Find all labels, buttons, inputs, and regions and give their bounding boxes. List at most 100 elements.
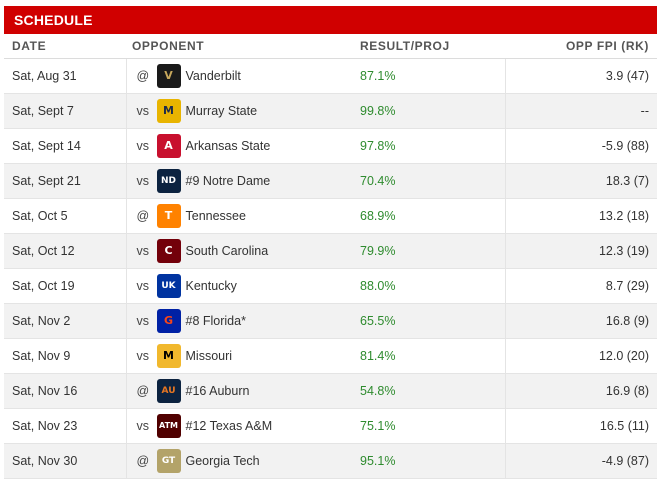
home-away-indicator: vs xyxy=(136,348,150,363)
opponent-wrap: @ V Vanderbilt xyxy=(137,63,361,88)
game-date: Sat, Nov 23 xyxy=(4,408,127,444)
result-projection: 70.4% xyxy=(360,163,505,199)
opponent-fpi: 12.3 (19) xyxy=(504,233,657,269)
game-date: Sat, Sept 14 xyxy=(4,128,127,164)
home-away-indicator: vs xyxy=(136,173,150,188)
opponent-wrap: vs UK Kentucky xyxy=(136,273,361,298)
table-row[interactable]: Sat, Nov 16 @ AU #16 Auburn 54.8% 16.9 (8) xyxy=(4,373,657,409)
result-projection: 88.0% xyxy=(360,268,505,304)
table-row[interactable]: Sat, Aug 31 @ V Vanderbilt 87.1% 3.9 (47) xyxy=(4,58,657,94)
opponent-wrap: vs G #8 Florida* xyxy=(136,308,361,333)
result-projection: 54.8% xyxy=(360,373,505,409)
column-header-result: RESULT/PROJ xyxy=(360,34,505,59)
game-date: Sat, Nov 2 xyxy=(4,303,127,339)
georgia-tech-logo-icon[interactable]: GT xyxy=(156,448,181,473)
game-date: Sat, Nov 30 xyxy=(4,443,127,479)
result-projection: 68.9% xyxy=(360,198,505,234)
arkansas-state-logo-icon[interactable]: A xyxy=(156,133,181,158)
opponent-link[interactable]: South Carolina xyxy=(185,243,269,258)
result-projection: 99.8% xyxy=(360,93,505,129)
result-projection: 75.1% xyxy=(360,408,505,444)
opponent-cell: vs G #8 Florida* xyxy=(126,303,361,339)
game-date: Sat, Nov 9 xyxy=(4,338,127,374)
table-row[interactable]: Sat, Nov 2 vs G #8 Florida* 65.5% 16.8 (9) xyxy=(4,303,657,339)
opponent-cell: vs A Arkansas State xyxy=(126,128,361,164)
opponent-wrap: vs M Murray State xyxy=(136,98,361,123)
opponent-cell: @ AU #16 Auburn xyxy=(126,373,361,409)
home-away-indicator: vs xyxy=(136,278,150,293)
table-row[interactable]: Sat, Oct 5 @ T Tennessee 68.9% 13.2 (18) xyxy=(4,198,657,234)
opponent-cell: vs M Murray State xyxy=(126,93,361,129)
result-projection: 81.4% xyxy=(360,338,505,374)
table-row[interactable]: Sat, Oct 12 vs C South Carolina 79.9% 12.3 (1… xyxy=(4,233,657,269)
opponent-wrap: vs C South Carolina xyxy=(136,238,361,263)
home-away-indicator: @ xyxy=(136,208,150,223)
result-projection: 79.9% xyxy=(360,233,505,269)
south-carolina-logo-icon[interactable]: C xyxy=(156,238,181,263)
table-row[interactable]: Sat, Sept 21 vs ND #9 Notre Dame 70.4% 18.3 (… xyxy=(4,163,657,199)
vanderbilt-logo-icon[interactable]: V xyxy=(156,63,181,88)
opponent-wrap: vs A Arkansas State xyxy=(136,133,361,158)
result-projection: 87.1% xyxy=(360,58,505,94)
result-projection: 95.1% xyxy=(360,443,505,479)
kentucky-logo-icon[interactable]: UK xyxy=(156,273,181,298)
table-row[interactable]: Sat, Sept 14 vs A Arkansas State 97.8% -5.9 (… xyxy=(4,128,657,164)
opponent-link[interactable]: #9 Notre Dame xyxy=(185,173,271,188)
opponent-link[interactable]: Murray State xyxy=(185,103,258,118)
tennessee-logo-icon[interactable]: T xyxy=(156,203,181,228)
opponent-link[interactable]: #8 Florida* xyxy=(185,313,246,328)
opponent-link[interactable]: Vanderbilt xyxy=(185,68,241,83)
opponent-link[interactable]: Georgia Tech xyxy=(185,453,260,468)
table-row[interactable]: Sat, Nov 23 vs ATM #12 Texas A&M 75.1% 16.5 (… xyxy=(4,408,657,444)
column-header-opponent: OPPONENT xyxy=(126,34,360,59)
opponent-cell: vs UK Kentucky xyxy=(126,268,361,304)
table-row[interactable]: Sat, Sept 7 vs M Murray State 99.8% -- xyxy=(4,93,657,129)
notre-dame-logo-icon[interactable]: ND xyxy=(156,168,181,193)
column-header-opp-fpi: OPP FPI (RK) xyxy=(505,34,657,59)
texas-am-logo-icon[interactable]: ATM xyxy=(156,413,181,438)
opponent-wrap: @ T Tennessee xyxy=(136,203,361,228)
opponent-fpi: 16.9 (8) xyxy=(504,373,657,409)
opponent-cell: vs ATM #12 Texas A&M xyxy=(126,408,360,444)
result-projection: 65.5% xyxy=(360,303,505,339)
home-away-indicator: vs xyxy=(136,103,150,118)
opponent-link[interactable]: Missouri xyxy=(185,348,233,363)
auburn-logo-icon[interactable]: AU xyxy=(156,378,181,403)
opponent-link[interactable]: Arkansas State xyxy=(185,138,271,153)
missouri-logo-icon[interactable]: M xyxy=(156,343,181,368)
home-away-indicator: @ xyxy=(136,383,150,398)
game-date: Sat, Aug 31 xyxy=(4,58,127,94)
opponent-cell: @ GT Georgia Tech xyxy=(126,443,361,479)
schedule-table: DATE OPPONENT RESULT/PROJ OPP FPI (RK) S… xyxy=(4,34,657,479)
game-date: Sat, Nov 16 xyxy=(4,373,127,409)
opponent-cell: vs C South Carolina xyxy=(126,233,361,269)
opponent-wrap: vs ND #9 Notre Dame xyxy=(136,168,361,193)
home-away-indicator: vs xyxy=(136,138,150,153)
table-row[interactable]: Sat, Oct 19 vs UK Kentucky 88.0% 8.7 (29) xyxy=(4,268,657,304)
game-date: Sat, Oct 12 xyxy=(4,233,127,269)
home-away-indicator: vs xyxy=(136,243,150,258)
opponent-wrap: @ AU #16 Auburn xyxy=(136,378,361,403)
column-header-date: DATE xyxy=(4,34,126,59)
opponent-link[interactable]: Kentucky xyxy=(185,278,237,293)
opponent-cell: @ V Vanderbilt xyxy=(126,58,361,94)
result-projection: 97.8% xyxy=(360,128,505,164)
opponent-fpi: 8.7 (29) xyxy=(504,268,657,304)
opponent-wrap: vs M Missouri xyxy=(136,343,361,368)
home-away-indicator: @ xyxy=(136,453,150,468)
florida-logo-icon[interactable]: G xyxy=(156,308,181,333)
opponent-fpi: -- xyxy=(504,93,657,129)
murray-state-logo-icon[interactable]: M xyxy=(156,98,181,123)
opponent-fpi: -4.9 (87) xyxy=(504,443,657,479)
opponent-link[interactable]: #12 Texas A&M xyxy=(185,418,273,433)
opponent-wrap: @ GT Georgia Tech xyxy=(136,448,361,473)
opponent-fpi: 13.2 (18) xyxy=(504,198,657,234)
table-row[interactable]: Sat, Nov 9 vs M Missouri 81.4% 12.0 (20) xyxy=(4,338,657,374)
table-row[interactable]: Sat, Nov 30 @ GT Georgia Tech 95.1% -4.9 (87) xyxy=(4,443,657,479)
opponent-link[interactable]: #16 Auburn xyxy=(185,383,250,398)
opponent-fpi: 18.3 (7) xyxy=(504,163,657,199)
opponent-link[interactable]: Tennessee xyxy=(185,208,246,223)
home-away-indicator: vs xyxy=(136,313,150,328)
opponent-fpi: 3.9 (47) xyxy=(504,58,657,94)
